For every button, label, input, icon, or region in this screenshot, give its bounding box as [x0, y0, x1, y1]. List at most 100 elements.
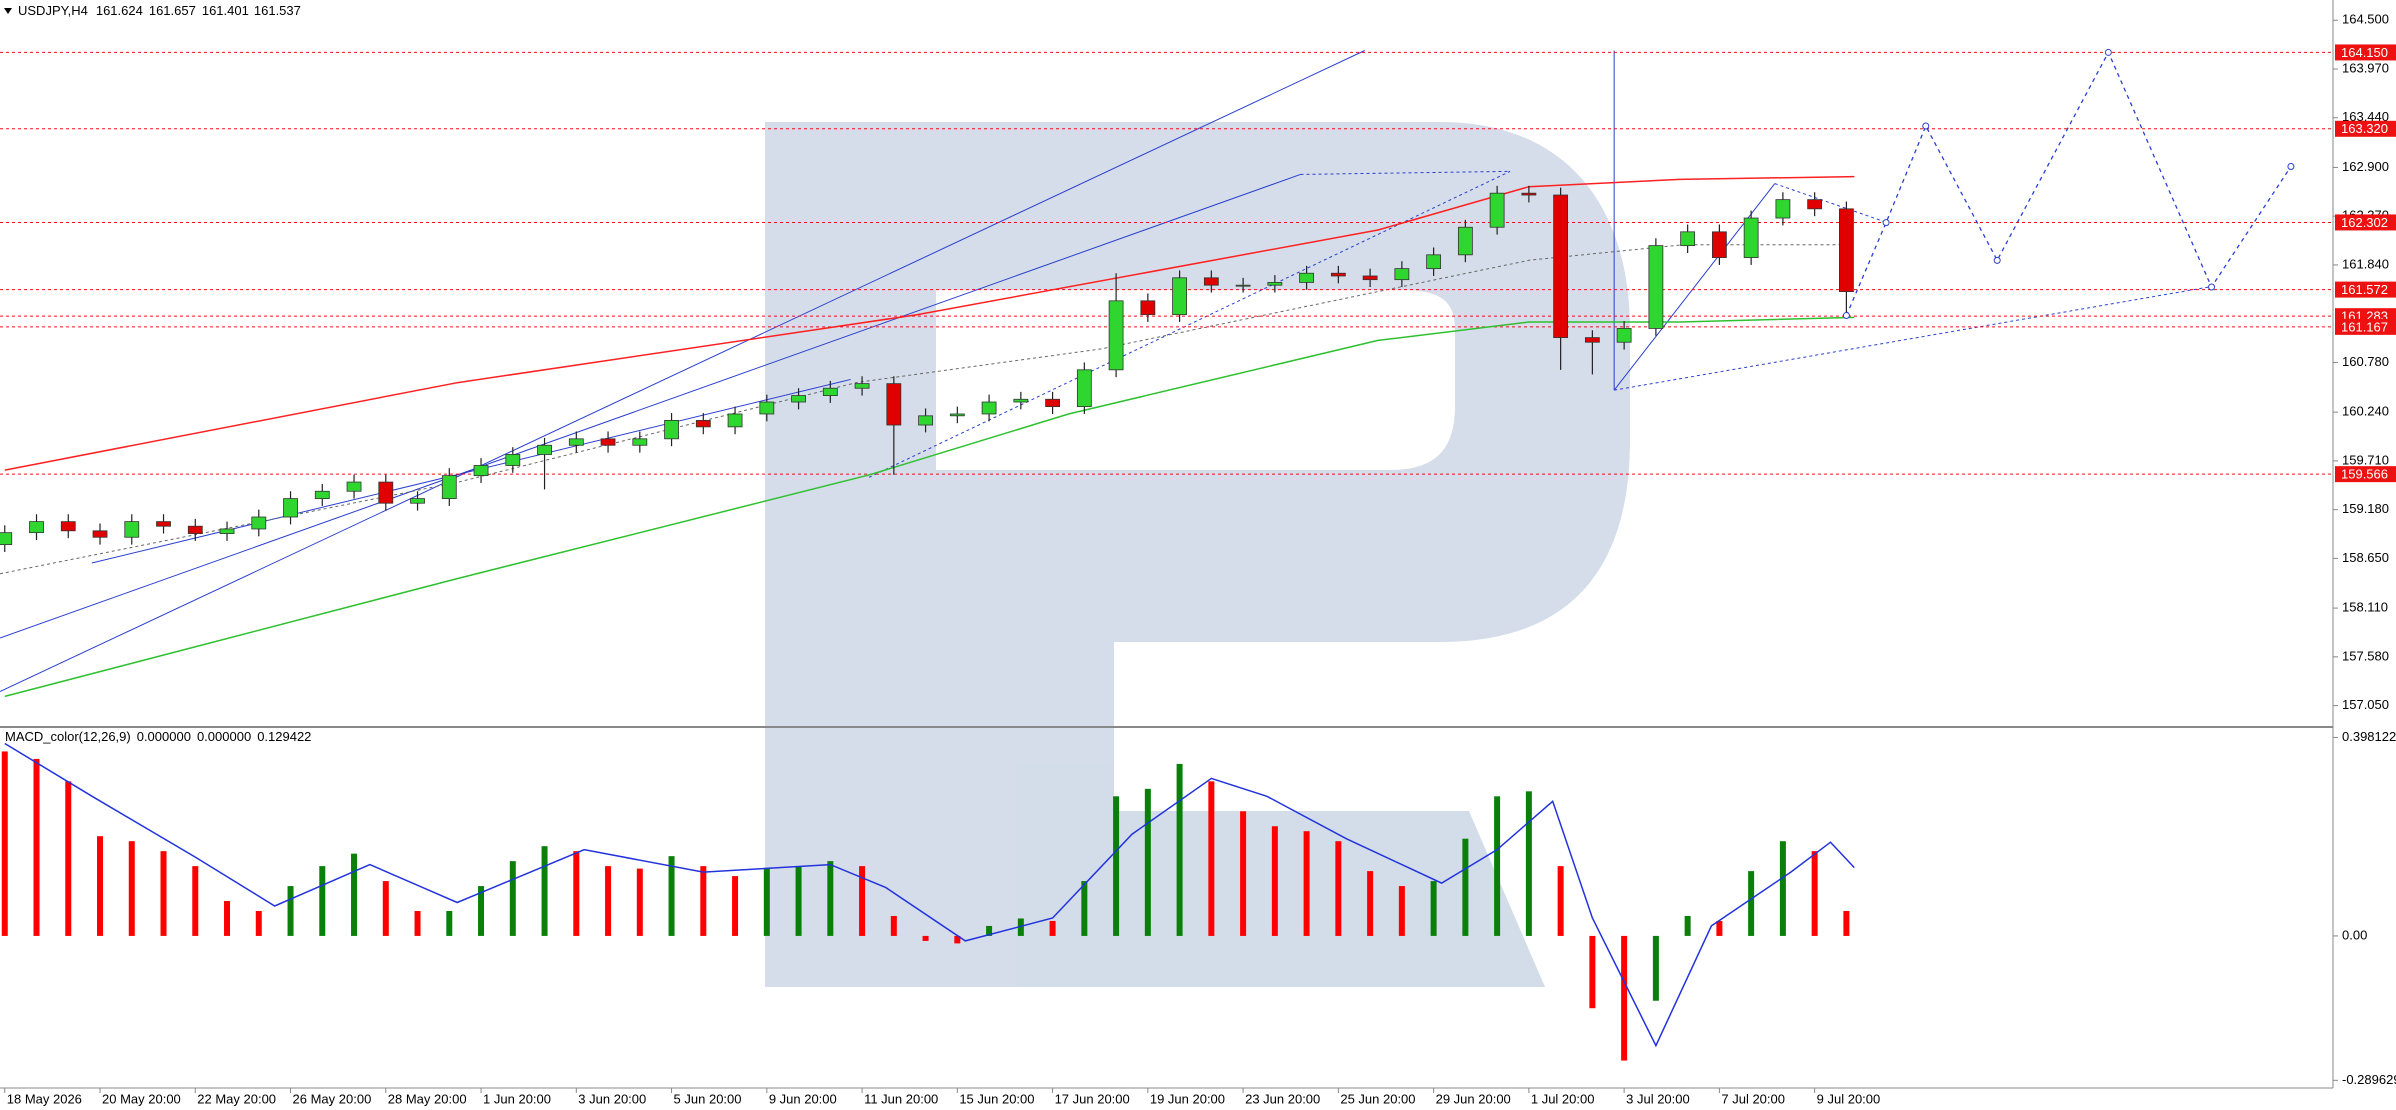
readout-low: 161.401	[202, 3, 249, 18]
macd-bar	[1494, 796, 1501, 936]
macd-bar	[1303, 831, 1310, 936]
macd-bar	[1144, 788, 1151, 936]
candle-body	[1743, 217, 1759, 258]
candle-body	[1394, 268, 1410, 281]
indicator-value: 0.000000	[137, 729, 191, 744]
candle-body	[473, 465, 489, 477]
x-tick-label: 28 May 20:00	[388, 1091, 467, 1106]
y-tick-label: 158.650	[2342, 550, 2389, 565]
candle-body	[1807, 199, 1823, 210]
candle-body	[1553, 194, 1569, 339]
candle-body	[1203, 277, 1219, 286]
readout-close: 161.537	[254, 3, 301, 18]
indicator-name: MACD_color(12,26,9)	[5, 729, 131, 744]
candle-body	[1299, 272, 1315, 283]
macd-bar	[255, 910, 262, 936]
moving-average	[4, 175, 1855, 471]
y-tick-label: 163.440	[2342, 109, 2389, 124]
macd-bar	[573, 851, 580, 936]
macd-bar	[1271, 826, 1278, 936]
macd-bar	[700, 866, 707, 936]
logo-leg	[1114, 811, 1545, 987]
level-label: 162.302	[2341, 215, 2388, 230]
x-tick-label: 23 Jun 20:00	[1245, 1091, 1320, 1106]
macd-bar	[732, 876, 739, 936]
candle-body	[1172, 277, 1187, 316]
candle-body	[1045, 398, 1060, 408]
macd-bar	[986, 925, 993, 936]
y-tick-label: -0.289629	[2342, 1072, 2396, 1087]
candle-body	[1140, 300, 1156, 316]
macd-bar	[319, 866, 326, 936]
candle-body	[92, 530, 108, 538]
y-tick-label: 0.00	[2342, 927, 2367, 942]
y-tick-label: 161.840	[2342, 256, 2389, 271]
x-tick-label: 25 Jun 20:00	[1340, 1091, 1415, 1106]
indicator-value: 0.000000	[197, 729, 251, 744]
macd-bar	[1208, 781, 1215, 936]
candle-body	[378, 481, 394, 504]
candle-body	[219, 528, 235, 534]
macd-bar	[1335, 841, 1342, 936]
candle-body	[791, 395, 806, 403]
macd-bar	[859, 866, 866, 936]
macd-bar	[922, 935, 929, 941]
trend-line	[0, 174, 1301, 638]
candle-body	[918, 415, 933, 426]
indicator-value: 0.129422	[257, 729, 311, 744]
y-tick-label: 157.050	[2342, 697, 2389, 712]
level-label-box	[2335, 120, 2396, 137]
x-tick-label: 3 Jul 20:00	[1626, 1091, 1690, 1106]
y-tick-label: 164.500	[2342, 12, 2389, 27]
x-tick-label: 15 Jun 20:00	[959, 1091, 1034, 1106]
candle-body	[0, 532, 13, 546]
candle-body	[537, 444, 552, 455]
level-label: 161.572	[2341, 282, 2388, 297]
macd-bar	[478, 886, 485, 936]
macd-bar	[1621, 935, 1628, 1061]
macd-bar	[636, 868, 643, 936]
candle-body	[1013, 398, 1029, 403]
chart-header: USDJPY,H4 161.624 161.657 161.401 161.537	[18, 3, 301, 18]
macd-bar	[446, 910, 453, 936]
trend-line	[869, 171, 1510, 477]
candle-body	[283, 498, 298, 518]
x-tick-label: 20 May 20:00	[102, 1091, 181, 1106]
forecast-point	[1993, 256, 2001, 264]
macd-bar	[1557, 866, 1564, 936]
macd-bar	[890, 915, 897, 936]
trend-line	[92, 379, 851, 563]
macd-bar	[160, 851, 167, 936]
macd-bar	[1716, 920, 1723, 936]
level-label-box	[2335, 318, 2396, 335]
candle-body	[1521, 192, 1537, 196]
level-label: 164.150	[2341, 45, 2388, 60]
candle-body	[1267, 282, 1283, 286]
macd-bar	[1684, 915, 1691, 936]
y-tick-label: 157.580	[2342, 648, 2389, 663]
trend-line	[0, 50, 1365, 691]
level-label-box	[2335, 281, 2396, 298]
candle-body	[1235, 284, 1251, 287]
candle-body	[1076, 369, 1092, 408]
menu-triangle	[4, 8, 12, 14]
candle-body	[664, 420, 679, 440]
level-label-box	[2335, 466, 2396, 483]
candle-body	[1426, 254, 1442, 270]
x-tick-label: 5 Jun 20:00	[674, 1091, 742, 1106]
indicator-header: MACD_color(12,26,9) 0.000000 0.000000 0.129…	[5, 729, 311, 744]
candle-body	[251, 516, 267, 530]
forecast-point	[2208, 283, 2216, 291]
macd-bar	[382, 881, 389, 936]
y-tick-label: 159.180	[2342, 501, 2389, 516]
macd-bar	[827, 861, 834, 936]
macd-bar	[1049, 920, 1056, 936]
y-tick-label: 163.970	[2342, 60, 2389, 75]
macd-bar	[1843, 910, 1850, 936]
candle-body	[156, 521, 171, 527]
macd-bar	[954, 935, 961, 944]
forecast-point	[1842, 312, 1850, 320]
candle-body	[410, 498, 425, 504]
candle-body	[727, 413, 743, 428]
